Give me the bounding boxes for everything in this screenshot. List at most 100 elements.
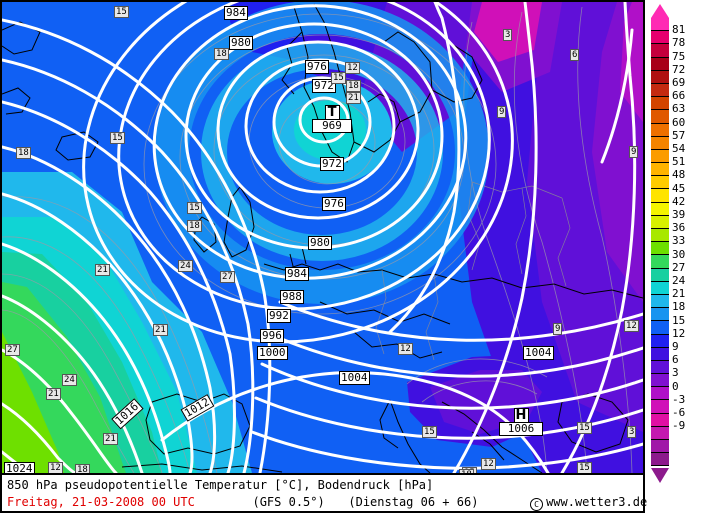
temp-label: 12 <box>481 458 496 470</box>
isobar-label: 1004 <box>523 346 554 360</box>
temp-label: 3 <box>503 29 513 41</box>
isobar-label: 976 <box>322 197 346 211</box>
legend-color-cell <box>651 426 669 440</box>
isobar-label: 972 <box>320 157 344 171</box>
temp-label: 18 <box>459 469 474 473</box>
legend-tick-label: 0 <box>672 379 679 393</box>
legend-color-cell <box>651 229 669 243</box>
legend-tick-label: 51 <box>672 155 686 169</box>
temp-label: 18 <box>214 48 229 60</box>
legend-tick-label: 42 <box>672 194 686 208</box>
temp-label: 18 <box>16 147 31 159</box>
legend-color-cell <box>651 308 669 322</box>
legend-tick-label: 69 <box>672 76 686 89</box>
legend-tick-label: 39 <box>672 208 686 221</box>
legend-color-cell <box>651 360 669 375</box>
legend-tick-label: 75 <box>672 49 686 63</box>
legend-color-cell <box>651 163 669 177</box>
weather-map-panel: 984 980 976 972 972 976 980 984 988 992 … <box>0 0 645 475</box>
temp-label: 27 <box>5 344 20 356</box>
legend-color-cell <box>651 149 669 164</box>
legend-tick-label: 33 <box>672 234 686 248</box>
temp-label: 12 <box>624 320 639 332</box>
isobar-label: 996 <box>260 329 284 343</box>
copyright-icon: C <box>530 498 544 511</box>
copyright-text: www.wetter3.de <box>546 495 648 509</box>
legend-tick-label: 12 <box>672 326 686 340</box>
legend-color-cell <box>651 242 669 256</box>
low-pressure-symbol: T <box>324 105 340 120</box>
legend-color-cell <box>651 70 669 84</box>
temp-label: 21 <box>346 92 361 104</box>
temp-label: 15 <box>331 72 346 84</box>
isobar-label: 972 <box>312 79 336 93</box>
legend-tick-label: 3 <box>672 366 679 380</box>
high-pressure-value: 1006 <box>499 422 543 436</box>
isobar-label: 1004 <box>339 371 370 385</box>
model-label: (GFS 0.5°) <box>252 495 325 509</box>
legend-tick-label: 18 <box>672 300 686 314</box>
legend-tick-label: 66 <box>672 89 686 103</box>
legend-color-cell <box>651 110 669 124</box>
legend-color-cell <box>651 413 669 427</box>
temp-label: 21 <box>46 388 61 400</box>
temp-label: 21 <box>95 264 110 276</box>
legend-color-cell <box>651 374 669 388</box>
map-title: 850 hPa pseudopotentielle Temperatur [°C… <box>7 478 434 492</box>
legend-tick-label: 72 <box>672 62 686 76</box>
legend-color-cell <box>651 31 669 45</box>
legend-color-cell <box>651 387 669 401</box>
temp-label: 15 <box>422 426 437 438</box>
map-meta-line: Freitag, 21-03-2008 00 UTC (GFS 0.5°) (D… <box>7 495 647 511</box>
isobar-label: 980 <box>229 36 253 50</box>
legend-tick-label: 21 <box>672 287 686 301</box>
temp-label: 15 <box>110 132 125 144</box>
legend-tick-label: 24 <box>672 274 686 287</box>
run-label: (Dienstag 06 + 66) <box>348 495 479 509</box>
legend-color-cell <box>651 57 669 71</box>
legend-tick-label: 36 <box>672 221 686 235</box>
temp-label: 24 <box>178 260 193 272</box>
temp-label: 21 <box>103 433 118 445</box>
high-pressure-center: H 1006 <box>499 408 543 436</box>
map-footer: 850 hPa pseudopotentielle Temperatur [°C… <box>0 473 647 513</box>
legend-color-cell <box>651 215 669 229</box>
temp-label: 15 <box>114 6 129 18</box>
legend-color-cell <box>651 321 669 335</box>
low-pressure-value: 969 <box>312 119 352 133</box>
temp-label: 3 <box>627 426 637 438</box>
legend-tick-label: 57 <box>672 128 686 142</box>
legend-color-cell <box>651 18 669 32</box>
legend-tick-label: 63 <box>672 102 686 116</box>
temp-label: 6 <box>570 49 580 61</box>
legend-color-cell <box>651 176 669 190</box>
temp-label: 9 <box>629 146 639 158</box>
legend-color-cell <box>651 347 669 361</box>
temp-label: 9 <box>553 323 563 335</box>
legend-color-cell <box>651 453 669 467</box>
legend-tick-label: 27 <box>672 260 686 274</box>
temp-label: 18 <box>187 220 202 232</box>
legend-color-cell <box>651 440 669 454</box>
legend-tick-label: 15 <box>672 313 686 327</box>
low-pressure-center: T 969 <box>312 105 352 133</box>
temp-label: 12 <box>48 462 63 473</box>
legend-color-cell <box>651 123 669 137</box>
temp-label: 24 <box>62 374 77 386</box>
legend-color-cell <box>651 294 669 309</box>
legend-arrow-bottom-icon <box>651 467 669 483</box>
legend-color-cell <box>651 268 669 282</box>
temp-label: 27 <box>220 271 235 283</box>
isobar-label: 976 <box>305 60 329 74</box>
legend-tick-label: 81 <box>672 23 686 37</box>
legend-tick-label: -3 <box>672 392 686 406</box>
legend-tick-label: 45 <box>672 181 686 195</box>
legend-tick-label: -6 <box>672 406 686 419</box>
legend-color-cell <box>651 334 669 348</box>
legend-color-cell <box>651 400 669 414</box>
legend-tick-label: 6 <box>672 353 679 367</box>
legend-color-cell <box>651 44 669 58</box>
isobar-label: 984 <box>224 6 248 20</box>
